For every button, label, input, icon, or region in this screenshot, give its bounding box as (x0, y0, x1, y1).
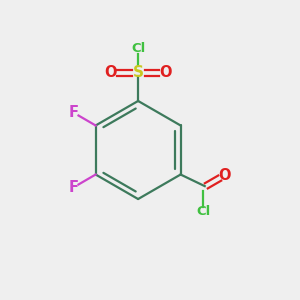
Text: Cl: Cl (131, 42, 145, 55)
Text: F: F (69, 180, 79, 195)
Text: O: O (104, 65, 117, 80)
Text: S: S (133, 65, 144, 80)
Text: O: O (159, 65, 172, 80)
Text: Cl: Cl (196, 206, 210, 218)
Text: F: F (69, 105, 79, 120)
Text: O: O (218, 168, 231, 183)
